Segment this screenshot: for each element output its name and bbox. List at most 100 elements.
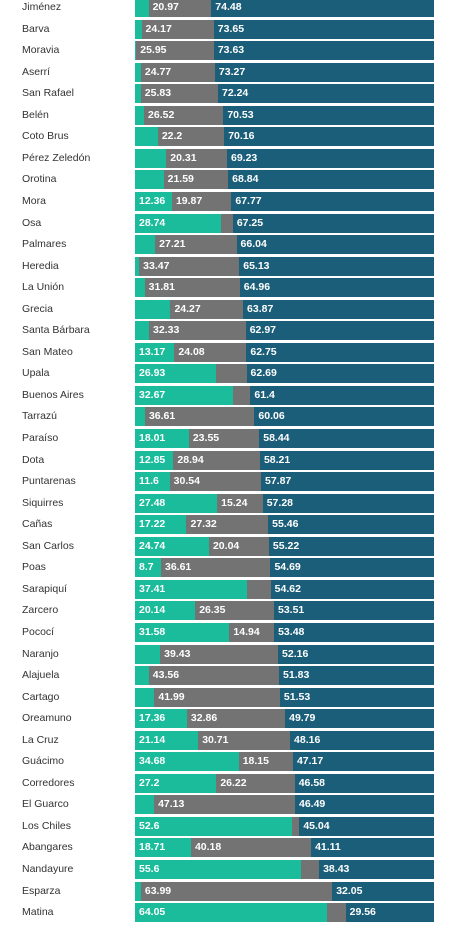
bar-segment: [214, 62, 434, 82]
category-label: Poas: [22, 561, 46, 574]
bar-segment: [245, 321, 434, 341]
bar-segment: [135, 41, 137, 61]
bar-segment: [173, 450, 260, 470]
category-label: Santa Bárbara: [22, 324, 90, 337]
data-label: 51.83: [283, 669, 310, 682]
data-label: 51.53: [283, 690, 311, 703]
bar-segment: [135, 472, 170, 492]
data-label: 27.48: [139, 496, 166, 509]
data-label: 26.35: [199, 604, 226, 617]
category-label: Tarrazú: [22, 410, 58, 423]
data-label: 62.97: [249, 324, 276, 337]
category-label: Esparza: [22, 884, 61, 897]
category-label: Dota: [22, 453, 45, 466]
bar-segment: [232, 385, 251, 405]
category-label: Jiménez: [22, 1, 62, 13]
bar-segment: [299, 816, 434, 836]
bar-segment: [135, 213, 221, 233]
category-label: Coto Brus: [22, 130, 69, 143]
bar-segment: [229, 622, 275, 642]
data-label: 73.63: [217, 44, 245, 57]
category-label: Barva: [22, 22, 50, 35]
bar-segment: [136, 41, 214, 61]
data-label: 26.22: [220, 776, 247, 789]
bar-segment: [135, 364, 216, 384]
category-label: Naranjo: [22, 647, 59, 660]
category-label: Nandayure: [22, 863, 74, 875]
bar-segment: [135, 256, 140, 276]
bar-segment: [135, 278, 145, 298]
bar-segment: [135, 666, 149, 686]
bar-segment: [135, 558, 161, 578]
bar-segment: [211, 0, 434, 17]
bar-segment: [292, 752, 434, 772]
bar-segment: [169, 472, 261, 492]
data-label: 13.17: [139, 345, 166, 358]
bar-segment: [154, 795, 295, 815]
data-label: 18.01: [139, 432, 166, 444]
bar-segment: [301, 860, 320, 879]
data-label: 12.85: [139, 453, 166, 466]
data-label: 20.14: [139, 604, 166, 617]
data-label: 30.71: [202, 733, 229, 746]
bar-segment: [250, 385, 434, 405]
data-label: 53.51: [278, 604, 305, 617]
category-label: Los Chiles: [22, 819, 72, 832]
data-label: 31.58: [139, 625, 166, 638]
data-label: 46.49: [298, 798, 326, 811]
bar-segment: [213, 19, 434, 39]
data-label: 61.4: [254, 388, 275, 401]
data-label: 36.61: [148, 410, 176, 423]
bar-segment: [135, 148, 167, 168]
data-label: 19.87: [175, 194, 203, 207]
data-label: 63.99: [144, 884, 172, 897]
data-label: 29.56: [349, 906, 376, 919]
data-label: 18.71: [139, 841, 166, 854]
data-label: 55.22: [272, 539, 300, 552]
data-label: 33.47: [143, 259, 170, 272]
bar-segment: [259, 450, 434, 470]
bar-segment: [148, 666, 280, 686]
bar-segment: [135, 385, 233, 405]
data-label: 32.05: [336, 884, 363, 897]
category-label: Orotina: [22, 173, 57, 186]
bar-segment: [144, 105, 224, 125]
bar-segment: [208, 536, 269, 556]
bar-segment: [161, 558, 271, 578]
category-label: San Carlos: [22, 539, 74, 552]
data-label: 24.17: [145, 22, 172, 35]
bar-segment: [186, 709, 286, 729]
data-label: 18.15: [242, 755, 269, 768]
bar-segment: [262, 493, 434, 513]
bar-segment: [285, 709, 434, 729]
data-label: 67.77: [235, 194, 262, 207]
bar-segment: [166, 148, 227, 168]
data-label: 49.79: [289, 712, 316, 725]
bar-segment: [149, 321, 246, 341]
bar-segment: [135, 687, 155, 707]
data-label: 28.94: [177, 453, 204, 466]
bar-segment: [227, 148, 434, 168]
bar-segment: [135, 644, 161, 664]
bar-segment: [135, 752, 239, 772]
bar-segment: [135, 709, 187, 729]
bar-segment: [311, 838, 434, 858]
data-label: 65.13: [243, 259, 270, 272]
data-label: 41.11: [315, 841, 341, 854]
bar-segment: [279, 687, 434, 707]
bar-segment: [135, 429, 189, 448]
bar-segment: [135, 191, 172, 211]
bar-segment: [141, 19, 214, 39]
bar-segment: [135, 773, 217, 793]
bar-segment: [292, 816, 300, 836]
category-label: Alajuela: [22, 669, 60, 682]
bar-segment: [231, 191, 434, 211]
data-label: 20.31: [170, 151, 197, 164]
bar-segment: [140, 881, 333, 901]
category-label: Buenos Aires: [22, 388, 84, 401]
data-label: 38.43: [323, 863, 350, 875]
bar-segment: [171, 191, 232, 211]
data-label: 40.18: [194, 841, 222, 854]
data-label: 69.23: [231, 151, 258, 164]
bar-segment: [294, 773, 434, 793]
